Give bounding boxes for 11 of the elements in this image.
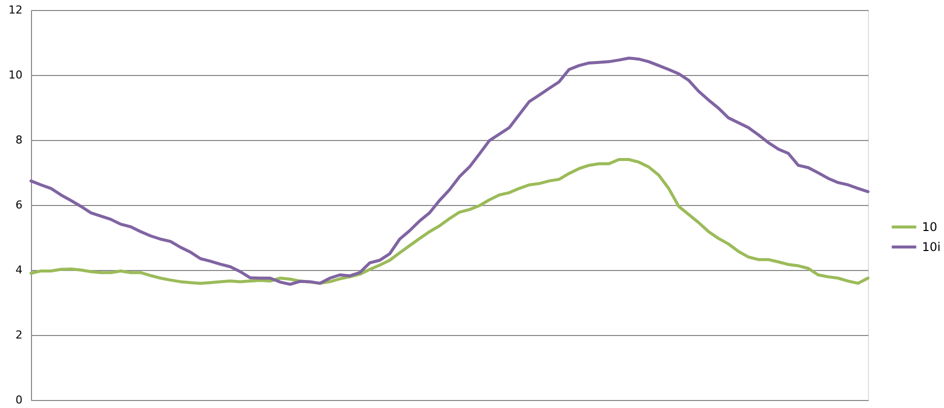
y-tick-label: 2 [16, 328, 22, 342]
y-tick-label: 12 [8, 4, 22, 16]
y-tick-label: 4 [16, 264, 22, 276]
legend-label: 10 [922, 220, 938, 234]
line-series [30, 158, 870, 285]
y-tick-label: 10 [8, 68, 22, 82]
y-tick-label: 6 [16, 198, 22, 212]
legend-label: 10i [922, 240, 941, 254]
y-tick-label: 0 [16, 394, 22, 406]
line-series [30, 56, 870, 286]
y-tick-label: 8 [16, 134, 22, 146]
